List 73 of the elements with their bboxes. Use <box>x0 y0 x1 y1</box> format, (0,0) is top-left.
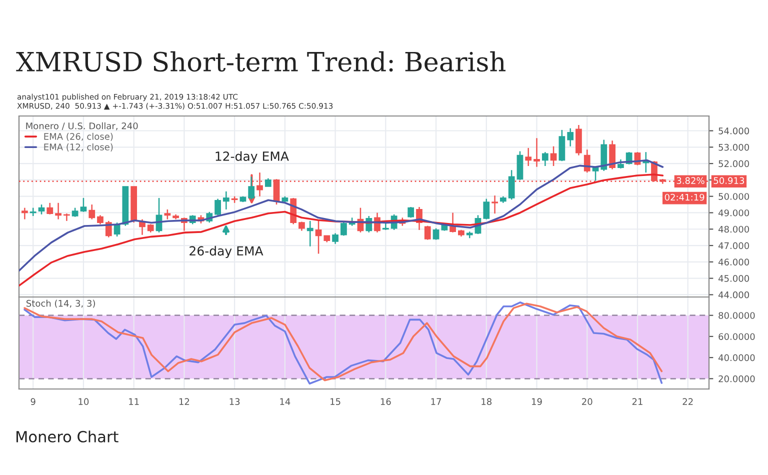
candlestick <box>214 198 221 216</box>
y-tick-label: 80.0000 <box>718 312 755 319</box>
candlestick <box>340 221 347 236</box>
candlestick <box>550 146 557 167</box>
candlestick <box>38 204 45 215</box>
y-tick-label: 53.000 <box>718 144 750 151</box>
y-tick-label: 49.000 <box>718 209 750 216</box>
x-tick-label: 9 <box>30 398 36 406</box>
candlestick <box>424 225 431 240</box>
candlestick <box>508 169 515 200</box>
candlestick <box>306 220 314 247</box>
y-tick-label: 52.000 <box>718 160 750 168</box>
candlestick <box>164 208 171 220</box>
candlestick <box>618 158 624 170</box>
text: Monero Chart <box>16 430 118 442</box>
candlestick <box>558 129 566 162</box>
candlestick <box>298 221 305 232</box>
candlestick <box>222 190 230 210</box>
candlestick <box>516 150 524 181</box>
candlestick <box>88 204 96 220</box>
annotation: 12-day EMA <box>216 151 289 164</box>
candlestick <box>584 148 590 174</box>
y-tick-label: 50.000 <box>718 193 750 200</box>
candlestick <box>534 138 540 168</box>
line-series <box>19 174 664 287</box>
legend-label: EMA (26, close) <box>44 132 113 141</box>
candlestick <box>542 151 548 167</box>
chart-title: XMRUSD Short-term Trend: Bearish <box>16 51 506 72</box>
x-tick-label: 13 <box>230 398 240 406</box>
y-tick-label: 45.000 <box>718 275 750 282</box>
y-tick-label: 44.000 <box>718 291 750 298</box>
x-tick-label: 19 <box>532 398 542 406</box>
annotation: 3.82% <box>676 177 704 184</box>
candlestick <box>483 198 490 220</box>
candlestick <box>408 206 414 218</box>
x-tick-label: 10 <box>78 398 89 406</box>
candlestick <box>22 207 28 220</box>
x-tick-label: 21 <box>632 398 642 405</box>
candlestick <box>492 194 498 214</box>
candlestick <box>567 128 574 147</box>
y-tick-label: 46.000 <box>718 258 750 266</box>
x-tick-label: 16 <box>380 398 391 406</box>
x-tick-label: 20 <box>582 398 592 406</box>
y-tick-label: 20.0000 <box>718 375 755 382</box>
candlestick <box>576 124 582 156</box>
x-tick-label: 12 <box>179 398 190 405</box>
x-tick-label: 18 <box>482 398 492 406</box>
annotation: 26-day EMA <box>190 246 264 258</box>
x-tick-label: 11 <box>129 398 139 405</box>
candlestick <box>72 207 78 218</box>
x-tick-label: 14 <box>280 398 290 405</box>
legend-title: Monero / U.S. Dollar, 240 <box>26 122 138 130</box>
legend-title: Stoch (14, 3, 3) <box>26 300 95 308</box>
candlestick <box>80 197 87 213</box>
candlestick <box>609 140 616 170</box>
legend-label: EMA (12, close) <box>44 143 113 152</box>
y-tick-label: 40.0000 <box>718 354 755 362</box>
y-tick-label: 47.000 <box>718 242 750 250</box>
candlestick <box>97 214 104 225</box>
candlestick <box>332 232 338 245</box>
candlestick <box>525 147 532 167</box>
candlestick <box>46 202 54 215</box>
y-tick-label: 60.0000 <box>718 333 755 340</box>
annotation: 02:41:19 <box>664 194 704 201</box>
candlestick <box>315 219 322 254</box>
candlestick <box>432 228 440 240</box>
x-tick-label: 17 <box>431 398 441 405</box>
candlestick <box>55 202 62 220</box>
ref-line-label: 50.913 <box>714 177 744 184</box>
x-tick-label: 15 <box>330 398 340 406</box>
y-tick-label: 48.000 <box>718 226 750 233</box>
y-tick-label: 54.000 <box>718 127 750 134</box>
x-tick-label: 22 <box>682 398 693 405</box>
